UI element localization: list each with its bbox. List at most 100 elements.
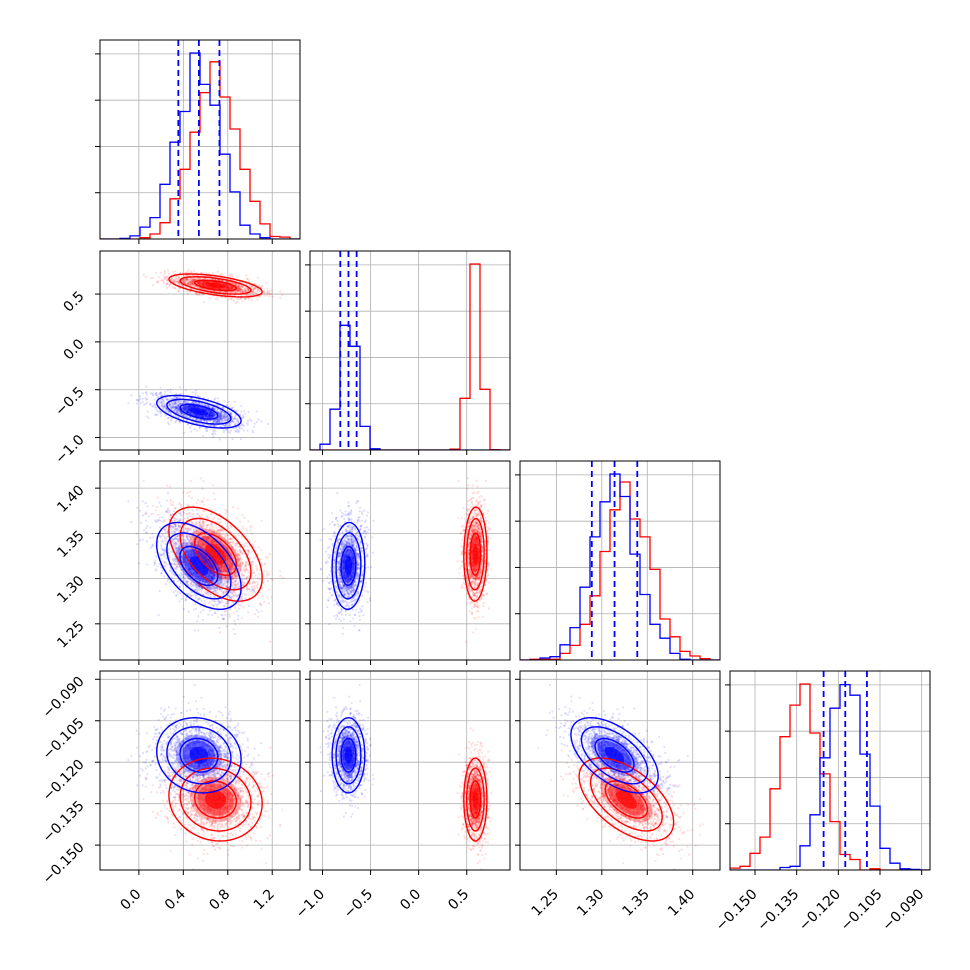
scatter-point xyxy=(175,392,178,395)
scatter-point xyxy=(173,402,176,405)
scatter-point xyxy=(221,288,224,291)
scatter-point xyxy=(186,491,189,494)
scatter-point xyxy=(247,611,250,614)
scatter-point xyxy=(170,401,174,404)
scatter-point xyxy=(220,410,223,413)
scatter-point xyxy=(241,514,244,517)
scatter-point xyxy=(186,282,189,285)
scatter-point xyxy=(228,410,231,414)
scatter-point xyxy=(198,282,201,285)
scatter-point xyxy=(174,415,178,418)
scatter-point xyxy=(145,391,148,394)
scatter-point xyxy=(172,279,175,282)
scatter-point xyxy=(244,290,247,293)
scatter-point xyxy=(239,287,242,290)
scatter-point xyxy=(150,277,153,280)
scatter-point xyxy=(206,408,209,411)
scatter-point xyxy=(203,407,206,410)
scatter-point xyxy=(176,401,180,404)
scatter-point xyxy=(216,410,219,413)
scatter-point xyxy=(204,271,207,274)
scatter-point xyxy=(207,281,210,284)
scatter-point xyxy=(180,411,183,414)
scatter-point xyxy=(203,419,206,422)
scatter-point xyxy=(189,416,192,419)
scatter-point xyxy=(202,419,206,422)
scatter-point xyxy=(192,279,195,282)
scatter-point xyxy=(160,279,163,282)
scatter-point xyxy=(194,393,197,396)
scatter-point xyxy=(164,276,167,279)
scatter-point xyxy=(223,605,226,608)
scatter-point xyxy=(234,606,237,609)
scatter-point xyxy=(209,413,212,416)
scatter-point xyxy=(224,424,227,427)
scatter-point xyxy=(169,419,173,423)
scatter-point xyxy=(174,280,177,283)
scatter-point xyxy=(219,414,222,417)
scatter-point xyxy=(221,406,224,409)
scatter-point xyxy=(194,278,197,281)
scatter-point xyxy=(203,419,206,422)
scatter-point xyxy=(174,287,177,290)
scatter-point xyxy=(197,282,201,286)
scatter-point xyxy=(226,284,229,287)
scatter-point xyxy=(166,282,169,285)
scatter-point xyxy=(228,615,231,618)
scatter-point xyxy=(160,411,163,414)
scatter-point xyxy=(238,607,241,610)
scatter-point xyxy=(203,285,207,288)
scatter-point xyxy=(180,412,183,415)
scatter-point xyxy=(211,407,214,410)
scatter-point xyxy=(252,288,255,291)
scatter-point xyxy=(200,281,203,284)
scatter-point xyxy=(186,411,189,414)
scatter-point xyxy=(211,407,214,410)
scatter-point xyxy=(168,410,171,414)
scatter-point xyxy=(228,422,231,425)
scatter-point xyxy=(199,283,202,286)
scatter-point xyxy=(253,581,257,584)
scatter-point xyxy=(213,419,216,422)
scatter-point xyxy=(241,285,244,288)
scatter-point xyxy=(184,278,188,281)
scatter-point xyxy=(184,409,187,412)
scatter-point xyxy=(166,421,169,424)
scatter-point xyxy=(189,284,192,287)
scatter-point xyxy=(224,591,228,594)
scatter-point xyxy=(183,414,186,417)
scatter-point xyxy=(223,400,226,403)
scatter-point xyxy=(199,280,202,283)
scatter-point xyxy=(218,416,221,419)
scatter-point xyxy=(151,405,154,408)
scatter-point xyxy=(156,280,159,283)
scatter-point xyxy=(220,417,223,420)
scatter-point xyxy=(205,285,208,288)
scatter-point xyxy=(183,413,186,416)
scatter-point xyxy=(219,287,222,290)
scatter-point xyxy=(166,280,169,283)
scatter-point xyxy=(209,415,212,418)
scatter-point xyxy=(186,277,189,280)
scatter-point xyxy=(241,300,244,303)
scatter-point xyxy=(202,281,205,284)
scatter-point xyxy=(163,393,166,396)
scatter-point xyxy=(193,278,196,281)
scatter-point xyxy=(240,598,243,601)
scatter-point xyxy=(199,282,203,285)
scatter-point xyxy=(245,568,248,571)
scatter-point xyxy=(241,288,244,291)
scatter-point xyxy=(205,280,208,283)
scatter-point xyxy=(195,417,198,420)
scatter-point xyxy=(190,277,193,280)
scatter-point xyxy=(253,287,257,290)
scatter-point xyxy=(186,278,189,281)
scatter-point xyxy=(183,278,186,281)
scatter-point xyxy=(177,407,180,410)
scatter-point xyxy=(159,272,163,275)
scatter-point xyxy=(172,591,175,594)
scatter-point xyxy=(218,413,221,416)
scatter-point xyxy=(223,415,226,418)
scatter-point xyxy=(206,281,209,284)
scatter-point xyxy=(236,289,240,292)
